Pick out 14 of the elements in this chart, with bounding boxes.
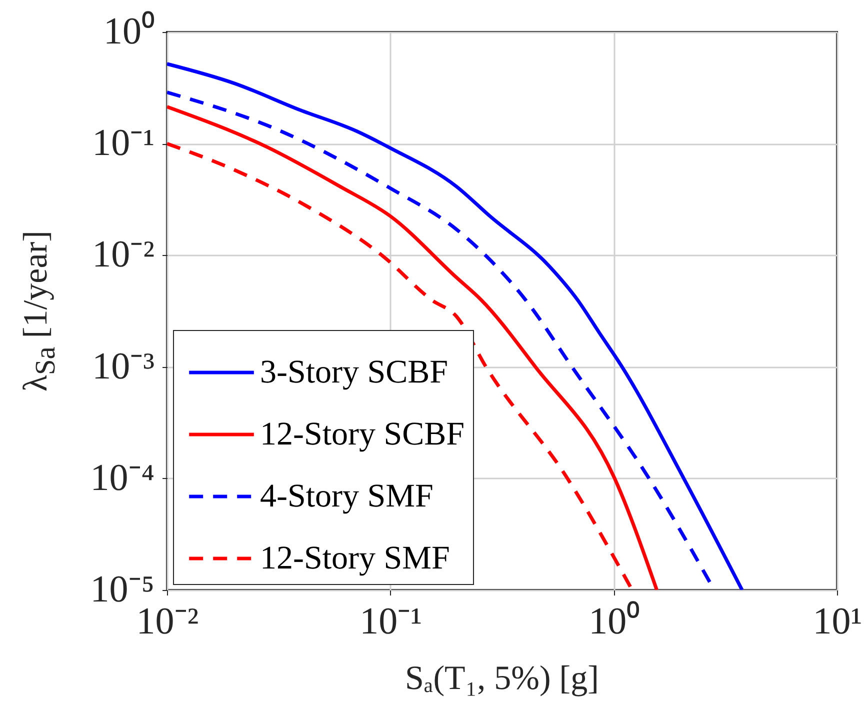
legend-label: 3-Story SCBF — [260, 354, 448, 390]
x-tick-label: 10⁻¹ — [360, 600, 422, 642]
legend-label: 12-Story SCBF — [260, 416, 464, 452]
y-tick-label: 10⁰ — [104, 10, 154, 52]
x-axis-title: Sₐ(T₁, 5%) [g] — [404, 660, 600, 698]
legend-label: 12-Story SMF — [260, 540, 450, 576]
y-tick-label: 10⁻² — [92, 234, 154, 276]
y-tick-label: 10⁻¹ — [92, 122, 154, 164]
x-tick-label: 10¹ — [812, 600, 862, 642]
y-tick-label: 10⁻³ — [92, 345, 154, 388]
x-tick-label: 10⁰ — [588, 600, 640, 642]
y-tick-label: 10⁻⁴ — [90, 456, 154, 499]
legend-label: 4-Story SMF — [260, 478, 434, 514]
x-tick-label: 10⁻² — [136, 600, 199, 642]
